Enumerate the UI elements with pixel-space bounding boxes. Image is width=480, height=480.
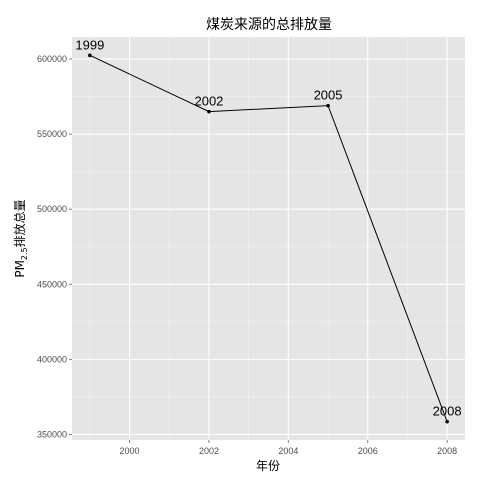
x-tick-label: 2002 bbox=[199, 446, 219, 456]
data-label: 2008 bbox=[433, 404, 462, 419]
x-tick-label: 2008 bbox=[437, 446, 457, 456]
x-axis-title: 年份 bbox=[256, 459, 280, 473]
y-tick-label: 350000 bbox=[37, 429, 67, 439]
chart-title: 煤炭来源的总排放量 bbox=[206, 17, 332, 33]
y-axis: 350000 400000 450000 500000 550000 600000 bbox=[37, 54, 72, 439]
y-tick-label: 400000 bbox=[37, 354, 67, 364]
y-tick-label: 550000 bbox=[37, 129, 67, 139]
y-axis-title: PM2.5排放总量 bbox=[12, 199, 29, 277]
plot-panel bbox=[72, 37, 465, 440]
data-point bbox=[326, 103, 330, 108]
data-point bbox=[207, 109, 211, 114]
data-point bbox=[88, 53, 92, 58]
data-label: 2002 bbox=[194, 94, 223, 109]
x-tick-label: 2006 bbox=[358, 446, 378, 456]
y-tick-label: 600000 bbox=[37, 54, 67, 64]
data-series: 1999 2002 2005 2008 bbox=[75, 37, 462, 424]
data-label: 2005 bbox=[314, 88, 343, 103]
data-point bbox=[445, 419, 449, 424]
major-grid bbox=[72, 37, 465, 440]
x-tick-label: 2000 bbox=[120, 446, 140, 456]
x-tick-label: 2004 bbox=[278, 446, 298, 456]
x-axis: 2000 2002 2004 2006 2008 bbox=[120, 440, 457, 456]
y-tick-label: 450000 bbox=[37, 279, 67, 289]
data-label: 1999 bbox=[75, 37, 104, 52]
y-tick-label: 500000 bbox=[37, 204, 67, 214]
series-line bbox=[89, 54, 448, 422]
